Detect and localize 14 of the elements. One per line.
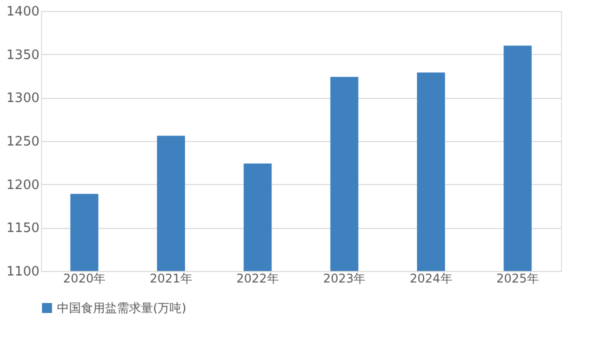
y-tick-label: 1400 — [6, 4, 40, 20]
y-tick-label: 1350 — [6, 48, 40, 63]
y-tick-label: 1150 — [6, 221, 40, 236]
x-tick-label: 2023年 — [323, 272, 366, 286]
x-tick-label: 2020年 — [63, 272, 106, 286]
y-tick-label: 1300 — [6, 91, 40, 106]
x-tick-label: 2024年 — [410, 272, 452, 286]
x-tick-label: 2021年 — [150, 272, 192, 286]
y-tick-label: 1100 — [6, 264, 40, 280]
y-tick-label: 1200 — [6, 178, 40, 193]
legend-label: 中国食用盐需求量(万吨) — [57, 301, 186, 315]
y-tick-label: 1250 — [6, 134, 40, 150]
x-tick-label: 2022年 — [236, 272, 279, 286]
x-tick-label: 2025年 — [496, 272, 539, 286]
